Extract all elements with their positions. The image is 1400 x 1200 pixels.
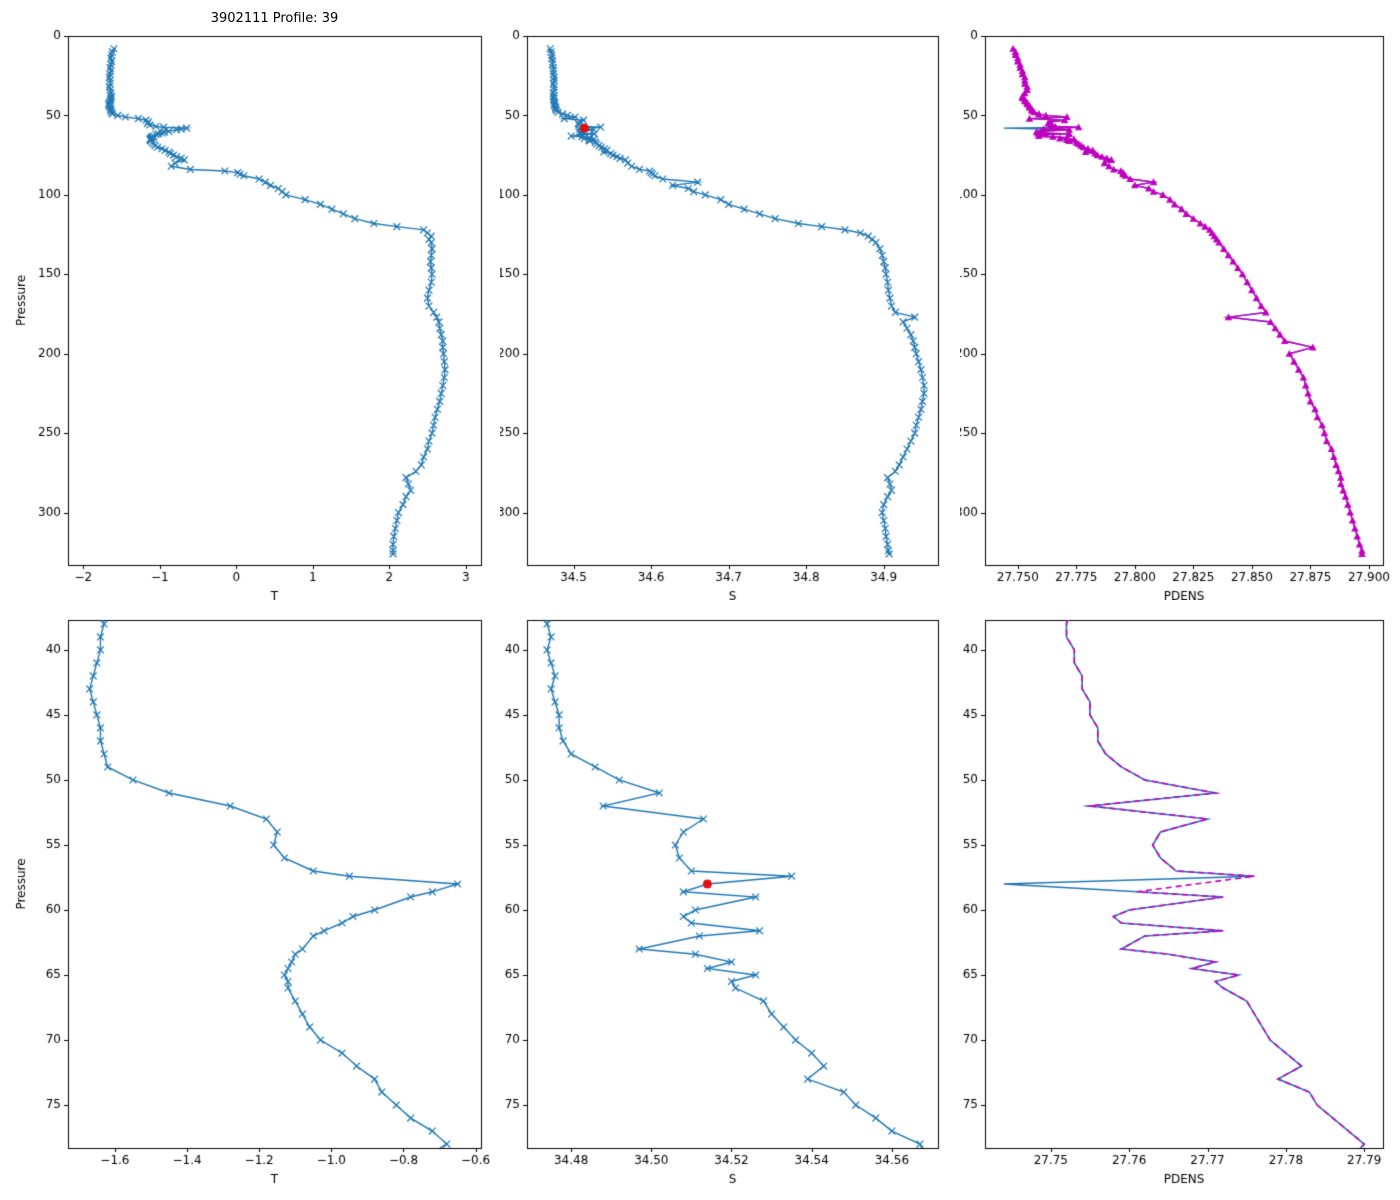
figure-title: 3902111 Profile: 39 bbox=[210, 11, 339, 26]
chart-density-zoom bbox=[960, 600, 1400, 1200]
chart-salinity-full bbox=[500, 0, 960, 600]
chart-density-full bbox=[960, 0, 1400, 600]
chart-salinity-zoom bbox=[500, 600, 960, 1200]
chart-temperature-full bbox=[0, 0, 500, 600]
chart-temperature-zoom bbox=[0, 600, 500, 1200]
